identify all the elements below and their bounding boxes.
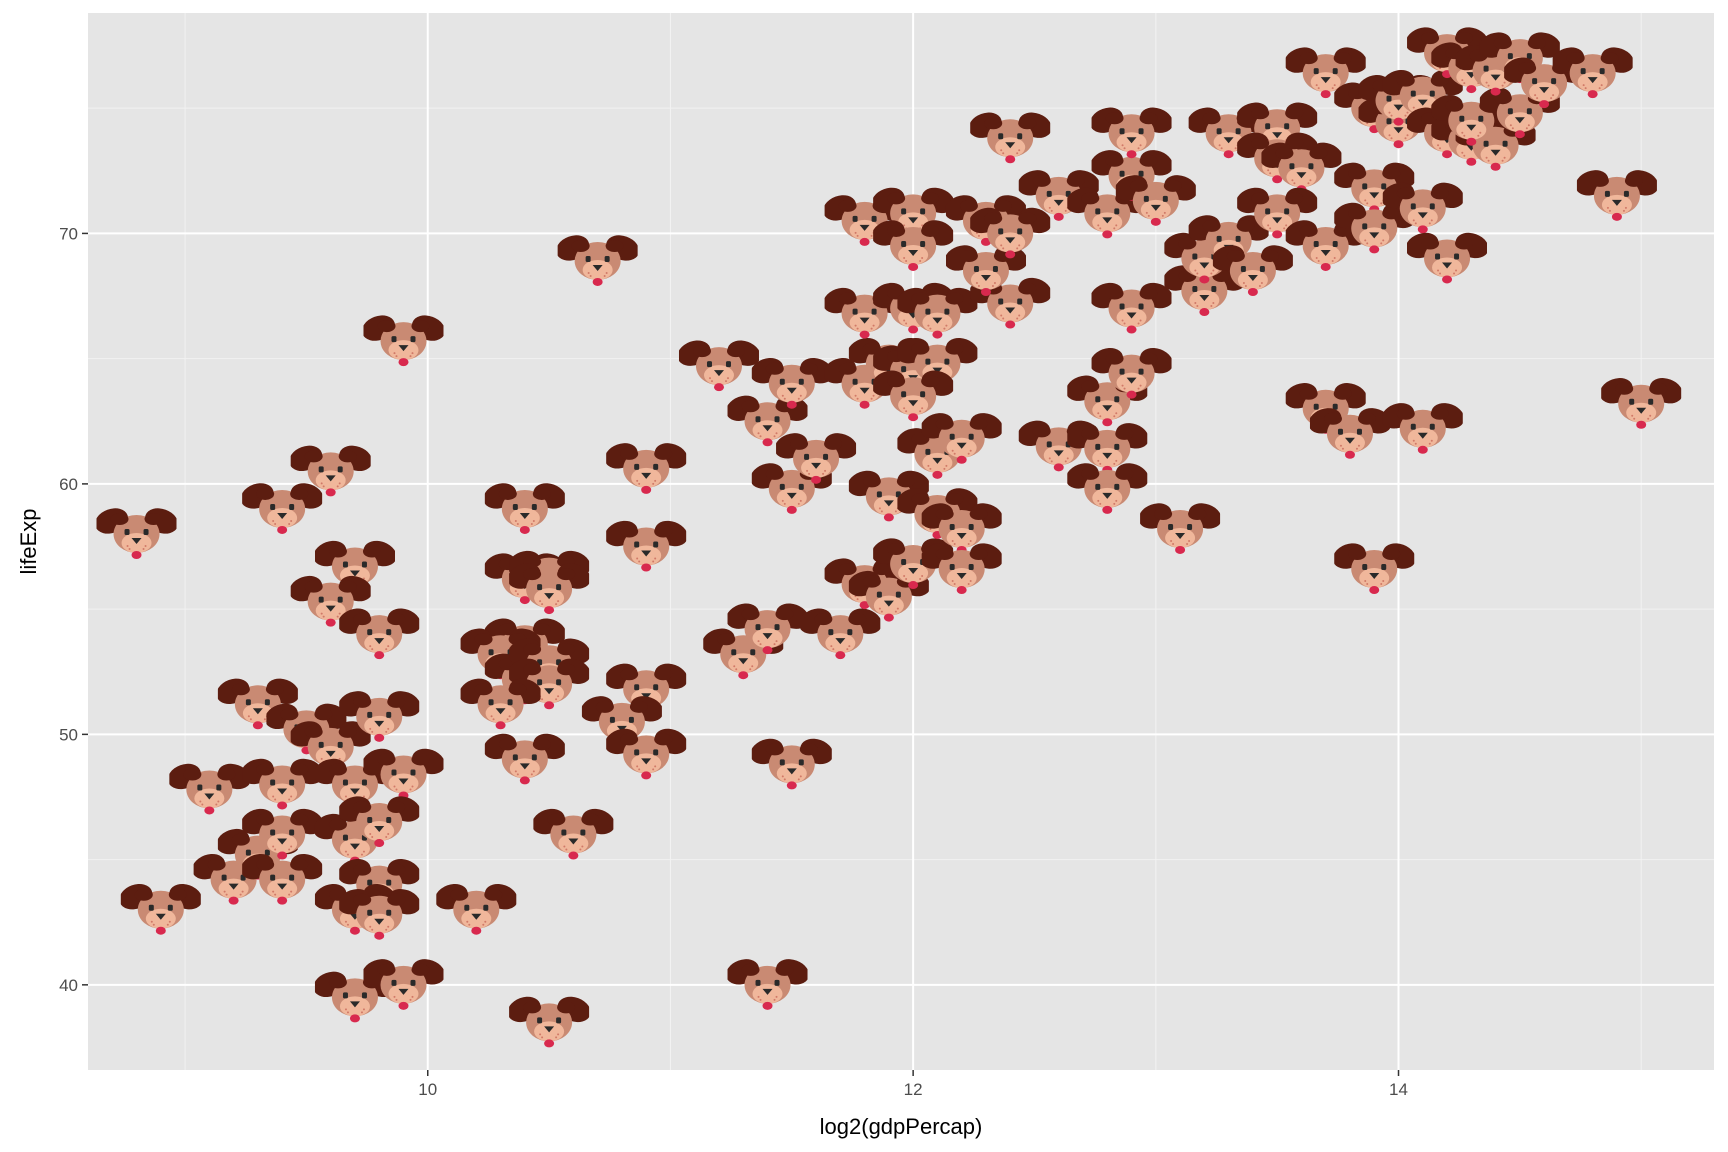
y-tick-label: 70 xyxy=(59,224,78,243)
x-tick-label: 12 xyxy=(904,1080,923,1099)
y-axis-title: lifeExp xyxy=(16,508,41,574)
y-tick-label: 60 xyxy=(59,475,78,494)
y-tick-label: 40 xyxy=(59,976,78,995)
y-axis: 40 50 60 70 xyxy=(59,224,88,995)
y-tick-label: 50 xyxy=(59,725,78,744)
x-tick-label: 14 xyxy=(1389,1080,1408,1099)
x-tick-label: 10 xyxy=(418,1080,437,1099)
x-axis-title: log2(gdpPercap) xyxy=(820,1114,983,1139)
x-axis: 10 12 14 xyxy=(418,1070,1408,1099)
